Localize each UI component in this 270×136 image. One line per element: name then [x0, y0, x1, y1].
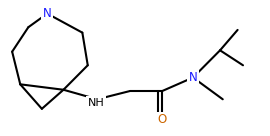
Text: NH: NH — [88, 98, 104, 108]
Text: N: N — [43, 7, 52, 20]
Text: N: N — [189, 71, 197, 84]
Text: O: O — [157, 113, 167, 126]
